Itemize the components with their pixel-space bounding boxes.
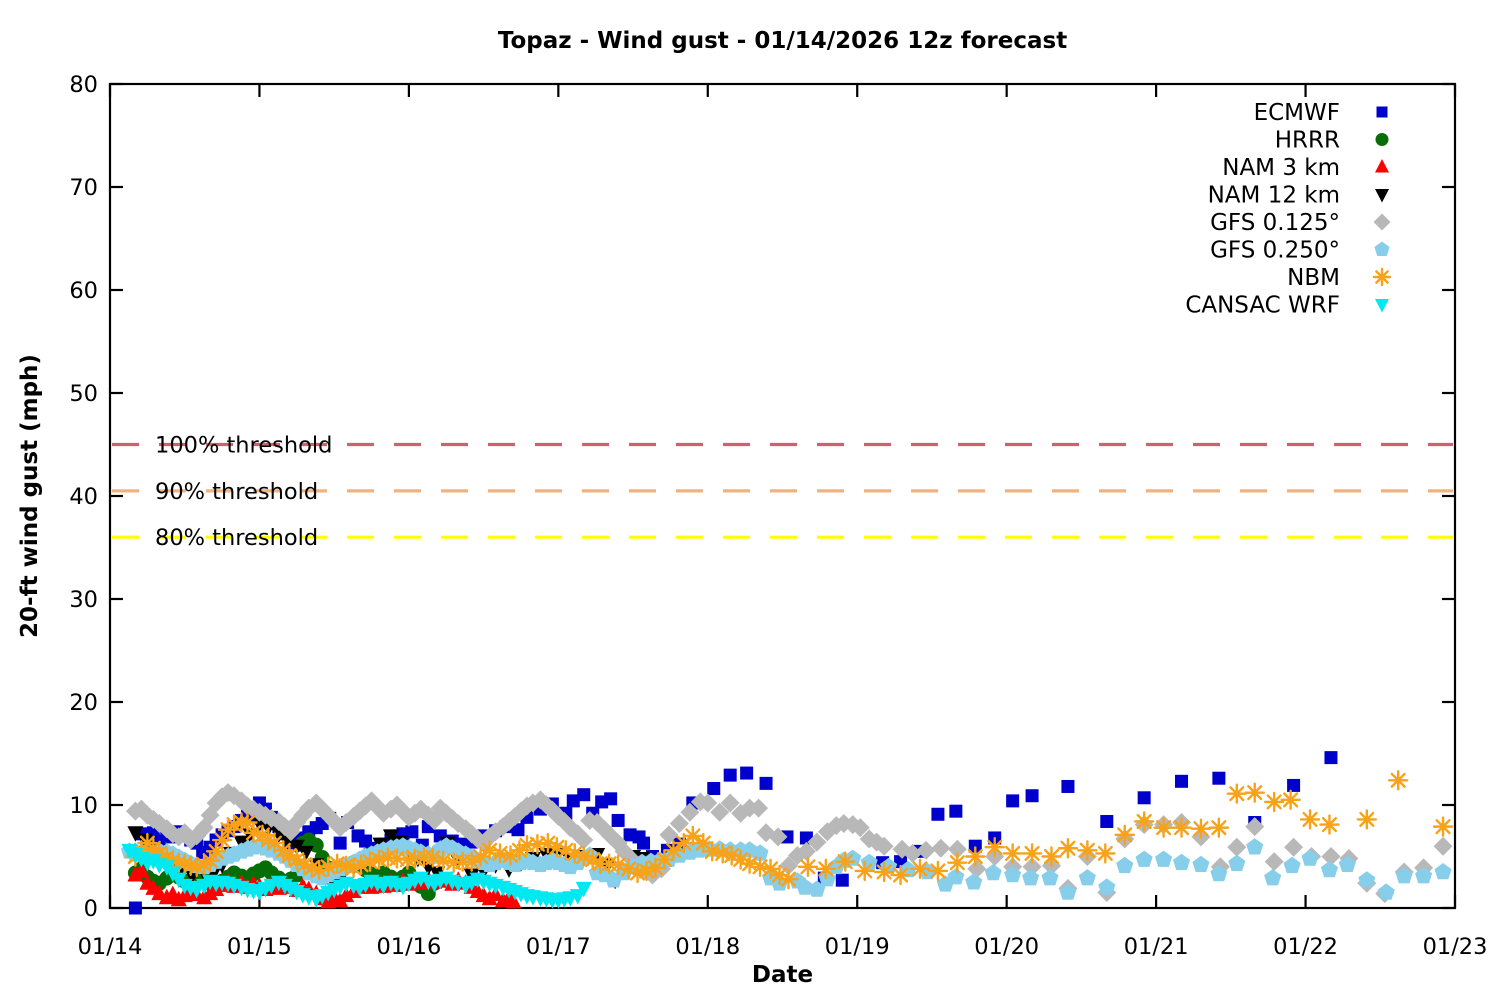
x-tick-label: 01/21: [1124, 934, 1189, 960]
series-cansac-wrf: [121, 843, 592, 909]
x-tick-label: 01/19: [825, 934, 890, 960]
threshold-80-threshold: 80% threshold: [112, 525, 1453, 551]
legend-label: NBM: [1287, 265, 1340, 291]
legend-label: ECMWF: [1254, 100, 1340, 126]
y-tick-label: 60: [69, 278, 98, 304]
x-tick-label: 01/15: [227, 934, 292, 960]
legend-label: NAM 12 km: [1208, 183, 1340, 209]
y-tick-label: 50: [69, 381, 98, 407]
series-nbm: [125, 770, 1454, 890]
legend-item-nbm: NBM: [1287, 265, 1392, 291]
y-tick-label: 30: [69, 587, 98, 613]
legend-item-ecmwf: ECMWF: [1254, 100, 1388, 126]
y-tick-label: 10: [69, 793, 98, 819]
x-axis-label: Date: [751, 962, 814, 988]
x-axis: 01/14 01/15 01/16 01/17 01/18 01/19 01/20 01/21…: [78, 84, 1488, 960]
y-axis-label: 20-ft wind gust (mph): [17, 354, 43, 638]
threshold-label: 90% threshold: [155, 479, 318, 505]
legend-item-gfs-0-125: GFS 0.125°: [1210, 210, 1391, 236]
legend-label: HRRR: [1275, 128, 1340, 154]
legend-item-nam-3-km: NAM 3 km: [1222, 155, 1389, 181]
legend-item-nam-12-km: NAM 12 km: [1208, 183, 1389, 209]
legend-item-cansac-wrf: CANSAC WRF: [1185, 293, 1389, 319]
x-tick-label: 01/23: [1423, 934, 1488, 960]
y-tick-label: 70: [69, 175, 98, 201]
chart-title: Topaz - Wind gust - 01/14/2026 12z forec…: [497, 28, 1068, 54]
y-tick-label: 80: [69, 72, 98, 98]
threshold-label: 80% threshold: [155, 525, 318, 551]
legend-label: GFS 0.250°: [1210, 238, 1340, 264]
threshold-90-threshold: 90% threshold: [112, 479, 1453, 505]
threshold-label: 100% threshold: [155, 433, 332, 459]
legend-label: NAM 3 km: [1222, 155, 1340, 181]
y-tick-label: 0: [84, 896, 98, 922]
x-tick-label: 01/22: [1273, 934, 1338, 960]
x-tick-label: 01/18: [675, 934, 740, 960]
legend-label: CANSAC WRF: [1185, 293, 1340, 319]
series-gfs-0-125: [125, 783, 1453, 904]
x-tick-label: 01/16: [376, 934, 441, 960]
legend-item-hrrr: HRRR: [1275, 128, 1389, 154]
x-tick-label: 01/17: [526, 934, 591, 960]
x-tick-label: 01/20: [974, 934, 1039, 960]
y-tick-label: 40: [69, 484, 98, 510]
legend-label: GFS 0.125°: [1210, 210, 1340, 236]
x-tick-label: 01/14: [78, 934, 143, 960]
legend-item-gfs-0-250: GFS 0.250°: [1210, 238, 1390, 264]
y-tick-label: 20: [69, 690, 98, 716]
threshold-100-threshold: 100% threshold: [112, 433, 1453, 459]
y-axis: 0 10 20 30 40 50 60 70 80: [69, 72, 1455, 922]
